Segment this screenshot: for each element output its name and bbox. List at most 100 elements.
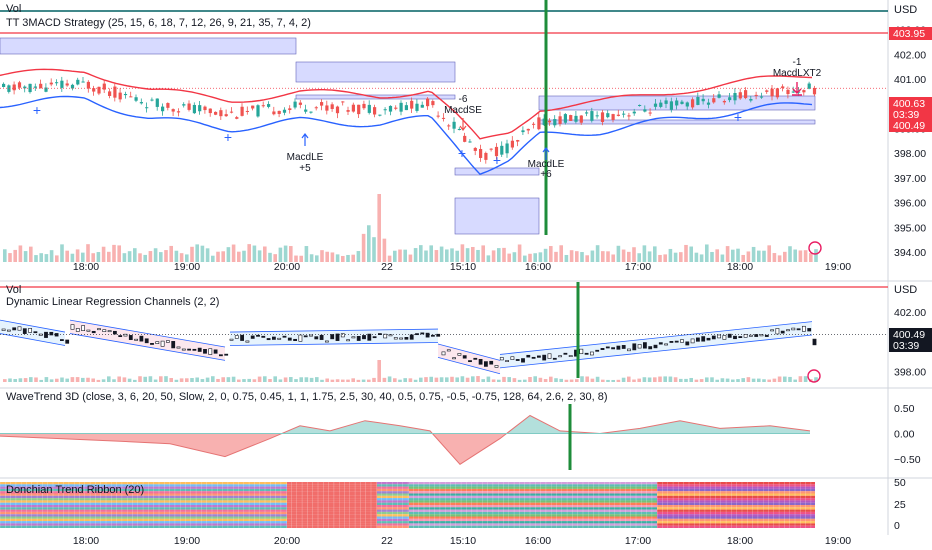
volume-bar-2 <box>65 378 69 382</box>
candle-2 <box>462 355 467 359</box>
candle <box>12 84 16 91</box>
candle-2 <box>796 328 801 331</box>
candle-2 <box>754 334 759 337</box>
candle-2 <box>669 341 674 343</box>
ribbon-band <box>409 505 657 508</box>
volume-bar-2 <box>3 379 7 382</box>
volume-bar <box>273 254 277 262</box>
candle <box>388 105 393 112</box>
candle-2 <box>685 341 690 346</box>
volume-bar <box>387 255 392 262</box>
badge-last-price-bg <box>889 97 932 121</box>
ribbon-band <box>657 509 815 512</box>
volume-bar-2 <box>777 376 782 382</box>
candle <box>394 107 398 109</box>
candle-2 <box>812 338 817 346</box>
candle-2 <box>261 335 266 338</box>
candle <box>643 109 647 112</box>
volume-bar-2 <box>699 379 704 382</box>
volume-bar-2 <box>455 377 459 382</box>
volume-bar <box>590 250 595 262</box>
candle <box>537 117 541 130</box>
candle-2 <box>409 334 414 340</box>
candle <box>759 96 764 98</box>
donchian-title[interactable]: Donchian Trend Ribbon (20) <box>6 484 145 496</box>
candle-2 <box>86 329 91 332</box>
dlrc-title[interactable]: Dynamic Linear Regression Channels (2, 2… <box>6 296 220 308</box>
pane2-badge-bg <box>889 328 932 352</box>
wavetrend-title[interactable]: WaveTrend 3D (close, 3, 6, 20, 50, Slow,… <box>6 391 608 403</box>
ribbon-band-red <box>287 491 377 494</box>
candle <box>632 111 636 114</box>
candle <box>192 104 196 114</box>
time-tick-bottom: 16:00 <box>525 535 551 547</box>
time-tick-top: 19:00 <box>825 261 851 273</box>
time-tick-top: 15:10 <box>450 261 476 273</box>
candle-2 <box>44 331 48 338</box>
candle <box>463 135 467 142</box>
volume-bar-2 <box>793 379 797 382</box>
candle-2 <box>319 334 324 340</box>
volume-bar <box>122 253 127 262</box>
ribbon-band <box>409 484 657 487</box>
candle <box>198 105 202 112</box>
candle <box>542 118 546 125</box>
volume-bar <box>289 246 293 262</box>
currency-label-2[interactable]: USD <box>894 284 918 296</box>
candle <box>65 83 69 86</box>
candle-2 <box>468 360 472 363</box>
candle-2 <box>722 335 727 340</box>
volume-bar <box>65 250 69 262</box>
volume-bar <box>309 254 314 262</box>
candle-2 <box>452 357 457 360</box>
volume-bar-2 <box>190 378 194 382</box>
volume-bar-2 <box>564 379 569 382</box>
candle-2 <box>457 353 462 356</box>
candle <box>378 114 382 116</box>
volume-bar <box>237 251 241 262</box>
volume-bar-2 <box>372 377 376 382</box>
candle-2 <box>309 334 313 337</box>
candle-2 <box>600 348 605 350</box>
volume-bar-2 <box>803 376 808 382</box>
ribbon-band <box>0 525 287 528</box>
candle <box>256 105 260 117</box>
volume-bar <box>278 247 283 262</box>
volume-bar <box>772 253 777 262</box>
volume-bar-2 <box>263 376 267 382</box>
candle-2 <box>584 352 589 355</box>
candle <box>150 99 154 101</box>
volume-bar-2 <box>49 379 54 382</box>
currency-label-1[interactable]: USD <box>894 4 918 16</box>
volume-bar-2 <box>731 379 735 382</box>
candle <box>235 117 239 119</box>
candle <box>309 111 313 113</box>
ribbon-band <box>377 502 409 505</box>
volume-bar-2 <box>278 379 283 382</box>
volume-bar-2 <box>616 379 621 382</box>
strategy-title[interactable]: TT 3MACD Strategy (25, 15, 6, 18, 7, 12,… <box>6 17 311 29</box>
candle-2 <box>563 352 568 355</box>
volume-bar <box>616 245 621 262</box>
volume-bar-2 <box>481 379 485 382</box>
volume-bar <box>419 245 423 262</box>
candle <box>436 115 440 117</box>
ribbon-band <box>0 484 287 487</box>
volume-bar <box>647 251 652 262</box>
candle <box>812 87 817 95</box>
regression-upper <box>69 319 226 348</box>
candle <box>473 147 477 151</box>
candle <box>447 125 451 127</box>
volume-bar-2 <box>757 378 761 382</box>
volume-bar <box>460 244 465 262</box>
volume-bar <box>200 245 205 262</box>
candle <box>558 116 562 124</box>
volume-bar-2 <box>715 379 719 382</box>
volume-bar <box>751 246 756 262</box>
volume-bar-2 <box>86 377 90 382</box>
volume-bar-2 <box>486 376 491 382</box>
volume-bar <box>777 255 782 262</box>
candle <box>781 86 785 89</box>
volume-bar-2 <box>673 377 678 382</box>
